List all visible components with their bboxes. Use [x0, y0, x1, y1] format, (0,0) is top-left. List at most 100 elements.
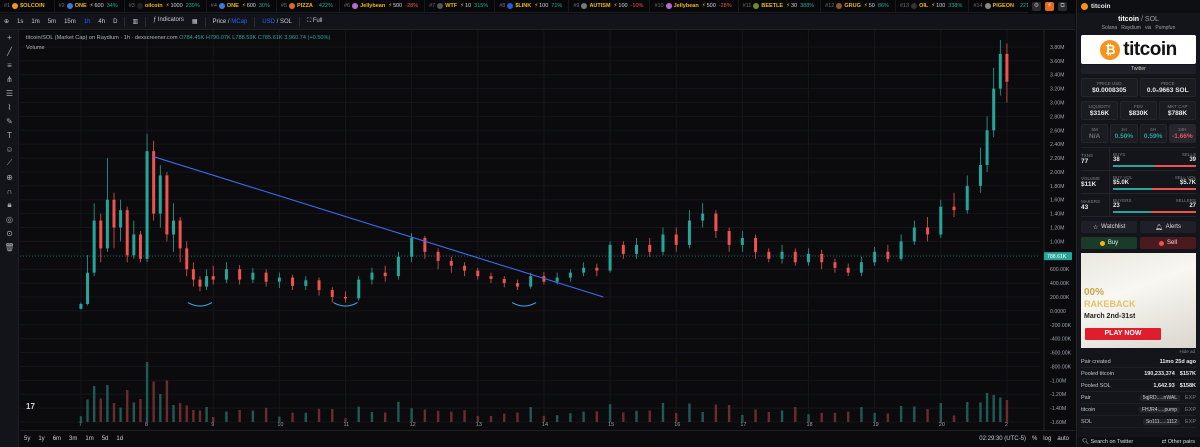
ticker-item[interactable]: #4 ONE ⚡ 600 30%: [207, 0, 277, 12]
price-usd-cell: PRICE USD $0.0008305: [1081, 78, 1138, 97]
timeframe-15m[interactable]: 15m: [64, 18, 76, 25]
sell-button[interactable]: Sell: [1140, 237, 1196, 249]
lock-icon[interactable]: 🔒︎: [7, 200, 12, 209]
log-toggle[interactable]: log: [1043, 436, 1052, 442]
zoom-icon[interactable]: ⊕: [6, 172, 13, 182]
chart-canvas[interactable]: 3.80M 3.60M 3.40M 3.20M 3.00M 2.80M 2.60M 2.40M…: [20, 30, 1075, 430]
currency-toggle[interactable]: USD / SOL: [262, 18, 292, 25]
address-copy-button[interactable]: So111.....1112: [1142, 418, 1180, 425]
explorer-link[interactable]: EXP: [1184, 406, 1196, 413]
price-chart[interactable]: 3.80M 3.60M 3.40M 3.20M 3.00M 2.80M 2.60M 2.40M…: [20, 30, 1075, 447]
crosshair-icon[interactable]: +: [7, 32, 12, 42]
ticker-item[interactable]: #13 OIL ⚡ 100 338%: [896, 0, 970, 12]
ticker-item[interactable]: #5 PIZZA 422%: [277, 0, 340, 12]
watchlist-button[interactable]: ☆ Watchlist: [1081, 221, 1137, 233]
change-tab-24h[interactable]: 24H -1.66%: [1168, 124, 1196, 143]
token-avatar-icon: [665, 3, 672, 9]
range-1d[interactable]: 1d: [116, 436, 124, 442]
explorer-link[interactable]: EXP: [1184, 394, 1196, 401]
volume-bar: [410, 408, 413, 422]
ticker-boost-icon[interactable]: ⚡: [1045, 2, 1054, 11]
ad-banner[interactable]: 00% RAKEBACK March 2nd-31st PLAY NOW: [1081, 253, 1196, 348]
pitchfork-icon[interactable]: ⋔: [6, 74, 13, 84]
ticker-rank: #4: [210, 3, 217, 9]
ticker-boost: 600: [246, 3, 256, 9]
range-3m[interactable]: 3m: [69, 436, 78, 442]
horizontal-lines-icon[interactable]: ≡: [7, 60, 12, 70]
ticker-item[interactable]: #12 GRUG ⚡ 50 86%: [821, 0, 896, 12]
ticker-item[interactable]: #1 $OLCOIN: [0, 0, 55, 12]
change-tab-5m[interactable]: 5M N/A: [1081, 124, 1109, 143]
add-symbol-icon[interactable]: ⊕: [4, 19, 10, 25]
timeframe-4h[interactable]: 4h: [98, 18, 106, 25]
full-button[interactable]: ⛶ Full: [306, 18, 323, 24]
alerts-button[interactable]: 🔔︎ Alerts: [1140, 221, 1196, 233]
ticker-item[interactable]: #9 AUTISM ⚡ 100 -10%: [569, 0, 651, 12]
chain-tag[interactable]: Solana: [1101, 25, 1118, 31]
emoji-icon[interactable]: ☺: [5, 144, 14, 154]
twitter-link[interactable]: Twitter: [1081, 65, 1196, 74]
banner-wordmark: titcoin: [1123, 38, 1177, 60]
ticker-item[interactable]: #10 Jellybean ⚡ 500 -28%: [650, 0, 739, 12]
hide-ad-link[interactable]: Hide ad: [1179, 349, 1195, 354]
timeframe-D[interactable]: D: [113, 18, 118, 25]
range-1m[interactable]: 1m: [85, 436, 94, 442]
address-copy-button[interactable]: 5qjRD.....nWAL: [1139, 394, 1180, 401]
pattern-icon[interactable]: ⌇: [7, 102, 12, 112]
ticker-item[interactable]: #2 ONE ⚡ 600 34%: [55, 0, 125, 12]
explorer-link[interactable]: EXP: [1184, 418, 1196, 425]
volume-bar: [503, 413, 506, 422]
search-twitter-label: Search on Twitter: [1090, 439, 1134, 445]
buy-button[interactable]: Buy: [1081, 237, 1137, 249]
stat-split-labels: BUYS SELLS: [1113, 152, 1196, 157]
price-toggle[interactable]: Price / MCap: [212, 18, 248, 25]
volume-bar: [132, 402, 136, 422]
trash-icon[interactable]: 🗑︎: [4, 242, 15, 252]
ticker-item[interactable]: #11 BEETLE ⚡ 30 388%: [739, 0, 822, 12]
mcap-cell: MKT CAP $788K: [1159, 101, 1196, 120]
dex-tag[interactable]: Raydium: [1121, 25, 1141, 31]
other-pairs-link[interactable]: ⇄ Other pairs: [1161, 439, 1195, 445]
launchpad-tag[interactable]: Pumpfun: [1155, 25, 1176, 31]
layouts-icon[interactable]: ▦: [191, 19, 198, 25]
pair-name: titcoin: [1118, 16, 1140, 23]
alerts-label: Alerts: [1165, 224, 1181, 230]
x-tick-label: 10: [277, 422, 283, 428]
timeframe-1s[interactable]: 1s: [17, 18, 24, 25]
range-6m[interactable]: 6m: [52, 436, 62, 442]
timeframe-1m[interactable]: 1m: [31, 18, 40, 25]
address-copy-button[interactable]: FHJR4.....pump: [1138, 406, 1180, 413]
chart-type-icon[interactable]: ▥: [132, 19, 139, 25]
ticker-share-icon[interactable]: ⧉: [1058, 2, 1067, 11]
candle-body: [79, 303, 83, 309]
timeframe-5m[interactable]: 5m: [47, 18, 57, 25]
ruler-icon[interactable]: ⟋: [6, 158, 13, 167]
ticker-settings-icon[interactable]: ⚙: [1032, 2, 1041, 11]
eye-icon[interactable]: ⊙: [6, 228, 13, 238]
search-twitter-link[interactable]: 🔍︎ Search on Twitter: [1082, 439, 1134, 445]
x-tick-label: 17: [740, 422, 746, 428]
brush-icon[interactable]: ✎: [6, 116, 13, 126]
fib-icon[interactable]: ☰: [5, 88, 14, 98]
range-5d[interactable]: 5d: [101, 436, 109, 442]
hide-icon[interactable]: ◎: [6, 214, 13, 224]
timeframe-1h[interactable]: 1h: [83, 18, 91, 25]
ticker-item[interactable]: #3 oilcoin ⚡ 1000 239%: [125, 0, 207, 12]
ad-play-button[interactable]: PLAY NOW: [1085, 328, 1161, 340]
indicators-button[interactable]: ƒ Indicators: [153, 17, 184, 24]
change-tab-1h[interactable]: 1H 0.50%: [1110, 124, 1138, 143]
candle-body: [178, 220, 182, 249]
range-1y[interactable]: 1y: [38, 436, 45, 442]
ticker-item[interactable]: #6 Jellybean ⚡ 500 -28%: [340, 0, 426, 12]
auto-toggle[interactable]: auto: [1057, 436, 1069, 442]
ticker-change: 388%: [800, 3, 815, 9]
magnet-icon[interactable]: ∩: [6, 186, 13, 196]
text-icon[interactable]: T: [7, 130, 12, 140]
tradingview-logo[interactable]: 17: [26, 402, 35, 411]
ticker-item[interactable]: #8 $LINK ⚡ 100 71%: [495, 0, 570, 12]
change-tab-6h[interactable]: 6H 0.59%: [1139, 124, 1167, 143]
percent-toggle[interactable]: %: [1031, 436, 1038, 442]
range-5y[interactable]: 5y: [24, 436, 31, 442]
trendline-icon[interactable]: ╱: [7, 46, 12, 56]
ticker-item[interactable]: #7 WTF ⚡ 10 315%: [425, 0, 496, 12]
